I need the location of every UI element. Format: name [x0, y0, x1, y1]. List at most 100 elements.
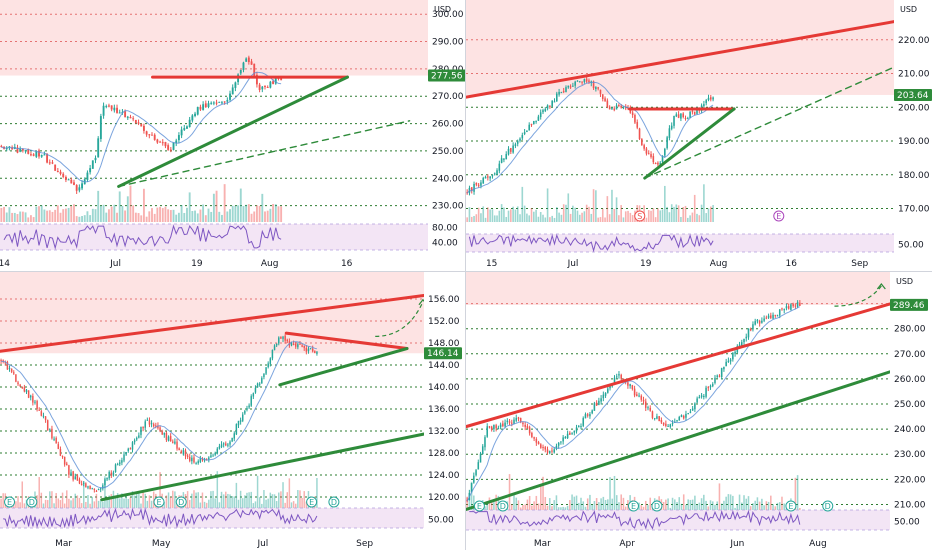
candle-body — [745, 336, 748, 339]
event-marker-label: E — [156, 498, 161, 507]
volume-bar — [288, 478, 291, 508]
volume-bar — [129, 185, 132, 222]
rsi-tick-label: 40.00 — [432, 239, 458, 249]
candle-body — [178, 448, 180, 451]
candle-body — [661, 155, 664, 163]
price-axis[interactable]: 156.00 152.00 148.00 144.00 140.00 136.00 132.… — [424, 272, 466, 550]
time-axis[interactable]: 14 Jul 19 Aug 16 — [0, 259, 353, 269]
chart-pane-top-left[interactable]: 300.00290.00280.00270.00260.00250.00240.… — [0, 0, 466, 272]
event-marker-d[interactable]: D — [497, 500, 509, 512]
event-marker-e[interactable]: E — [785, 500, 797, 512]
candle-body — [502, 423, 504, 427]
candle-body — [582, 418, 585, 426]
candle-body — [151, 134, 153, 136]
volume-bar — [776, 502, 779, 512]
resistance-trend-line[interactable] — [284, 331, 409, 350]
event-marker-e[interactable]: E — [153, 496, 165, 508]
candle-body — [667, 425, 669, 427]
candle-body — [636, 122, 639, 128]
price-axis[interactable]: 300.00290.00280.00270.00260.00250.00240.… — [428, 0, 466, 272]
time-axis[interactable]: Mar May Jul Sep — [55, 539, 373, 549]
event-marker-d[interactable]: D — [328, 496, 340, 508]
volume-bar — [207, 208, 210, 222]
event-marker-e[interactable]: E — [773, 210, 785, 222]
event-marker-e[interactable]: E — [627, 500, 639, 512]
candle-body — [204, 103, 207, 108]
candle-body — [513, 419, 515, 424]
event-marker-e[interactable]: E — [473, 500, 485, 512]
candle-body — [29, 154, 32, 156]
candle-body — [558, 91, 560, 95]
volume-bar — [542, 214, 544, 222]
candle-body — [82, 482, 85, 484]
chart-pane-bottom-left[interactable]: E D E D E D 156.00 152.00 148.00 144.00 140.00 136.… — [0, 272, 466, 550]
candle-body — [134, 119, 137, 124]
candle-body — [507, 148, 510, 155]
candle-body — [239, 69, 242, 74]
chart-pane-top-right[interactable]: S E 220.00 210.00 200.00 190.00 180.00 170.00 50… — [466, 0, 932, 272]
time-axis[interactable]: Mar Apr Jun Aug — [534, 539, 827, 549]
candle-body — [671, 423, 674, 425]
event-marker-e[interactable]: E — [306, 496, 318, 508]
vertical-divider[interactable] — [465, 0, 466, 550]
volume-bar — [169, 210, 172, 222]
candle-body — [693, 111, 696, 115]
event-marker-d[interactable]: D — [822, 500, 834, 512]
candle-body — [169, 436, 172, 442]
volume-bar — [783, 503, 785, 512]
price-axis[interactable]: 290.00280.00270.00260.00250.00240.00230.… — [890, 272, 932, 550]
candle-body — [565, 87, 567, 92]
event-marker-d[interactable]: D — [26, 496, 38, 508]
horizontal-divider[interactable] — [0, 271, 932, 272]
volume-bar — [316, 477, 318, 508]
candle-body — [729, 359, 732, 362]
resistance-trend-line[interactable] — [466, 14, 927, 99]
volume-bar — [258, 205, 261, 222]
support-trend-line[interactable] — [100, 429, 441, 502]
price-axis[interactable]: 220.00 210.00 200.00 190.00 180.00 170.00 50.0… — [894, 0, 932, 272]
volume-bar — [496, 215, 498, 222]
resistance-trend-line[interactable] — [0, 292, 441, 353]
price-tick-label: 190.00 — [898, 137, 930, 147]
volume-bar — [87, 494, 89, 508]
candle-body — [125, 452, 127, 455]
event-marker-s[interactable]: S — [634, 210, 646, 222]
candle-body — [61, 456, 64, 458]
volume-bar — [624, 211, 627, 222]
event-marker-e[interactable]: E — [4, 496, 16, 508]
candle-body — [620, 105, 622, 108]
chart-pane-bottom-right[interactable]: EDEDED290.00280.00270.00260.00250.00240.… — [466, 272, 932, 550]
candle-body — [734, 351, 736, 354]
volume-bar — [774, 506, 777, 512]
volume-bar — [652, 208, 655, 222]
candle-body — [87, 486, 89, 488]
support-trend-line[interactable] — [278, 347, 409, 387]
volume-bar — [490, 501, 493, 512]
volume-bar — [254, 501, 257, 508]
resistance-trend-line[interactable] — [466, 302, 893, 429]
event-marker-d[interactable]: D — [651, 500, 663, 512]
volume-bar — [567, 193, 570, 222]
time-axis[interactable]: 15 Jul 19 Aug 16 Sep — [486, 259, 869, 269]
support-trend-line[interactable] — [643, 107, 736, 180]
support-trend-line[interactable] — [117, 75, 349, 188]
volume-bar — [277, 206, 280, 222]
candle-body — [110, 105, 113, 110]
volume-bar — [40, 205, 43, 222]
volume-bar — [611, 498, 614, 512]
candle-body — [299, 343, 301, 345]
candle-body — [758, 320, 761, 324]
candle-body — [127, 448, 130, 451]
support-trend-line[interactable] — [117, 120, 411, 188]
volume-bar — [662, 501, 665, 512]
volume-bar — [265, 499, 267, 508]
event-marker-d[interactable]: D — [175, 496, 187, 508]
support-trend-line[interactable] — [466, 369, 893, 511]
candle-body — [280, 336, 282, 339]
volume-bar — [685, 504, 687, 512]
candle-body — [152, 424, 155, 427]
candle-body — [647, 153, 650, 155]
support-trend-line[interactable] — [644, 52, 926, 179]
candle-body — [148, 134, 151, 136]
candle-body — [659, 162, 662, 166]
